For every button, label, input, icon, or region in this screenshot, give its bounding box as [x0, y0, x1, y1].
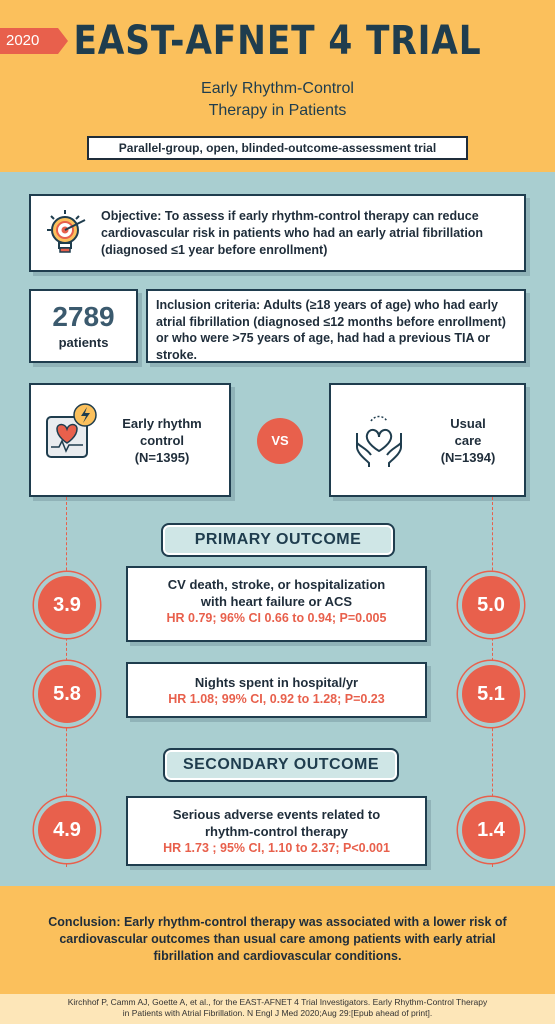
- primary-outcome2-card: Nights spent in hospital/yr HR 1.08; 99%…: [126, 662, 427, 718]
- outcome-stats: HR 1.73 ; 95% CI, 1.10 to 2.37; P<0.001: [163, 841, 390, 855]
- outcome-title: rhythm-control therapy: [204, 824, 348, 839]
- inclusion-criteria-card: Inclusion criteria: Adults (≥18 years of…: [146, 289, 526, 363]
- objective-card: Objective: To assess if early rhythm-con…: [29, 194, 526, 272]
- citation-line-2: in Patients with Atrial Fibrillation. N …: [122, 1008, 433, 1018]
- arm-right-count: (N=1394): [440, 450, 496, 465]
- patient-count: 2789: [52, 301, 115, 332]
- patient-count-card: 2789 patients: [29, 289, 138, 363]
- heart-monitor-lightning-icon: [41, 401, 101, 470]
- primary-outcome1-card: CV death, stroke, or hospitalization wit…: [126, 566, 427, 642]
- primary-outcome1-usual-value: 5.0: [462, 576, 520, 634]
- outcome-title: with heart failure or ACS: [200, 594, 353, 609]
- primary-outcome-heading: PRIMARY OUTCOME: [163, 525, 393, 555]
- lightbulb-target-icon: [41, 206, 95, 260]
- trial-design-label: Parallel-group, open, blinded-outcome-as…: [87, 136, 468, 160]
- outcome-title: CV death, stroke, or hospitalization: [167, 577, 386, 592]
- year-badge: 2020: [0, 28, 68, 54]
- hands-heart-icon: [349, 413, 409, 474]
- page-title: EAST-AFNET 4 TRIAL: [73, 18, 482, 64]
- outcome-stats: HR 1.08; 99% CI, 0.92 to 1.28; P=0.23: [168, 692, 385, 706]
- objective-text: Objective: To assess if early rhythm-con…: [101, 209, 484, 257]
- early-rhythm-control-label: Early rhythm control (N=1395): [101, 415, 223, 466]
- arm-left-line-1: Early rhythm: [122, 416, 202, 431]
- primary-outcome2-early-value: 5.8: [38, 665, 96, 723]
- patient-count-label: patients: [58, 335, 109, 350]
- arm-right-line-1: Usual: [450, 416, 486, 431]
- subtitle-line-1: Early Rhythm-Control: [201, 80, 354, 97]
- arm-left-count: (N=1395): [134, 450, 190, 465]
- subtitle: Early Rhythm-Control Therapy in Patients: [0, 78, 555, 122]
- usual-care-label: Usual care (N=1394): [413, 415, 523, 466]
- secondary-outcome1-usual-value: 1.4: [462, 801, 520, 859]
- header-banner: 2020 EAST-AFNET 4 TRIAL Early Rhythm-Con…: [0, 0, 555, 172]
- arm-right-line-2: care: [454, 433, 482, 448]
- inclusion-criteria-text: Inclusion criteria: Adults (≥18 years of…: [156, 298, 506, 362]
- primary-outcome1-early-value: 3.9: [38, 576, 96, 634]
- secondary-outcome1-early-value: 4.9: [38, 801, 96, 859]
- outcome-stats: HR 0.79; 96% CI 0.66 to 0.94; P=0.005: [166, 611, 387, 625]
- usual-care-arm: Usual care (N=1394): [329, 383, 526, 497]
- early-rhythm-control-arm: Early rhythm control (N=1395): [29, 383, 231, 497]
- conclusion-text: Conclusion: Early rhythm-control therapy…: [0, 886, 555, 994]
- secondary-outcome1-card: Serious adverse events related to rhythm…: [126, 796, 427, 866]
- outcome-title: Nights spent in hospital/yr: [194, 675, 359, 690]
- vs-badge: VS: [257, 418, 303, 464]
- primary-outcome2-usual-value: 5.1: [462, 665, 520, 723]
- subtitle-line-2: Therapy in Patients: [208, 102, 347, 119]
- citation-footer: Kirchhof P, Camm AJ, Goette A, et al., f…: [0, 994, 555, 1024]
- outcome-title: Serious adverse events related to: [172, 807, 381, 822]
- citation-line-1: Kirchhof P, Camm AJ, Goette A, et al., f…: [67, 997, 488, 1007]
- arm-left-line-2: control: [139, 433, 185, 448]
- secondary-outcome-heading: SECONDARY OUTCOME: [165, 750, 397, 780]
